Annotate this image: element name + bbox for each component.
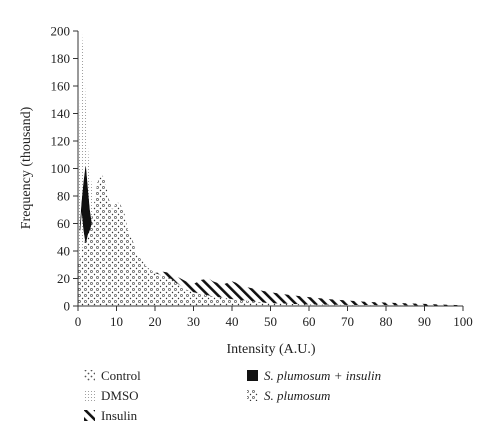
- legend-swatch: [84, 390, 95, 401]
- legend-swatch: [247, 390, 258, 401]
- legend-swatch: [247, 370, 258, 381]
- x-tick-label: 50: [264, 314, 277, 329]
- legend-item-dmso: DMSO: [84, 388, 139, 403]
- y-tick-label: 80: [57, 189, 70, 204]
- x-tick-label: 90: [418, 314, 431, 329]
- y-tick-label: 140: [51, 106, 71, 121]
- x-tick-label: 30: [187, 314, 200, 329]
- y-tick-label: 180: [51, 51, 71, 66]
- y-tick-label: 40: [57, 244, 70, 259]
- x-tick-label: 80: [380, 314, 393, 329]
- legend-swatch: [84, 410, 95, 421]
- x-tick-label: 60: [303, 314, 316, 329]
- y-tick-label: 20: [57, 271, 70, 286]
- x-tick-label: 40: [226, 314, 239, 329]
- legend-swatch: [84, 370, 95, 381]
- legend-label: Insulin: [101, 408, 138, 423]
- x-axis-title: Intensity (A.U.): [226, 342, 315, 357]
- legend-item-s-plumosum-insulin: S. plumosum + insulin: [247, 368, 381, 383]
- x-tick-label: 10: [110, 314, 123, 329]
- legend-label: DMSO: [101, 388, 139, 403]
- y-tick-label: 200: [51, 24, 71, 39]
- axis-ticks: 0 10 20 30 40 50 60 70 80 90 100 0 20 40 60 80 100 120 140…: [51, 24, 473, 330]
- y-tick-label: 100: [51, 161, 71, 176]
- legend-label: S. plumosum: [264, 388, 330, 403]
- x-tick-label: 100: [453, 314, 473, 329]
- legend-label: Control: [101, 368, 141, 383]
- x-tick-label: 20: [149, 314, 162, 329]
- y-tick-label: 120: [51, 134, 71, 149]
- y-tick-label: 160: [51, 79, 71, 94]
- legend-item-control: Control: [84, 368, 141, 383]
- legend-item-insulin: Insulin: [84, 408, 138, 423]
- y-tick-label: 0: [64, 299, 71, 314]
- series-areas: [78, 31, 463, 306]
- legend: Control DMSO Insulin S. plumosum + insulin S…: [84, 368, 381, 423]
- y-tick-label: 60: [57, 216, 70, 231]
- x-tick-label: 70: [341, 314, 354, 329]
- legend-item-s-plumosum: S. plumosum: [247, 388, 330, 403]
- series-area-s-plumosum-insulin: [79, 167, 92, 243]
- x-tick-label: 0: [75, 314, 82, 329]
- series-area-s-plumosum: [78, 174, 463, 306]
- legend-label: S. plumosum + insulin: [264, 368, 381, 383]
- y-axis-title: Frequency (thousand): [19, 106, 34, 229]
